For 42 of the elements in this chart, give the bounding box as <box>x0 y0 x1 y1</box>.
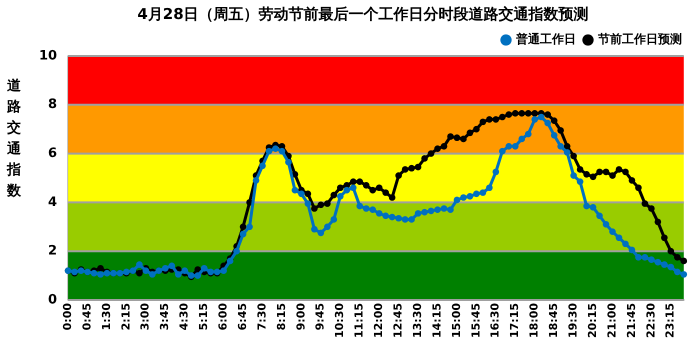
y-tick-label: 2 <box>48 244 58 259</box>
x-tick-label: 15:00 <box>450 302 463 338</box>
x-tick-label: 7:30 <box>255 302 268 330</box>
x-tick-label: 9:45 <box>314 302 327 330</box>
x-tick-label: 6:00 <box>216 302 230 330</box>
x-tick-label: 8:15 <box>274 302 288 330</box>
x-tick-label: 4:30 <box>178 302 191 330</box>
x-tick-label: 17:15 <box>508 302 522 338</box>
x-tick-label: 0:45 <box>80 302 94 330</box>
y-tick-label: 8 <box>48 97 58 112</box>
x-tick-label: 16:30 <box>488 302 502 338</box>
x-tick-label: 3:00 <box>138 302 152 330</box>
x-tick-label: 6:45 <box>236 302 249 330</box>
x-tick-label: 2:15 <box>119 302 132 330</box>
x-tick-label: 10:30 <box>333 302 346 338</box>
x-tick-label: 20:15 <box>586 302 599 338</box>
x-tick-label: 1:30 <box>100 302 113 330</box>
y-tick-label: 4 <box>48 194 58 210</box>
y-axis-title: 道路交通指数 <box>6 77 22 201</box>
x-tick-label: 9:00 <box>294 302 308 330</box>
y-tick-label: 6 <box>48 146 58 161</box>
x-tick-label: 18:00 <box>528 302 541 338</box>
x-tick-label: 21:45 <box>624 302 638 338</box>
x-tick-label: 5:15 <box>197 302 210 330</box>
x-tick-label: 18:45 <box>547 302 560 338</box>
x-tick-label: 3:45 <box>158 302 172 330</box>
y-tick-label: 0 <box>48 292 58 308</box>
x-tick-label: 15:45 <box>469 302 482 338</box>
x-tick-label: 0:00 <box>60 302 74 330</box>
x-tick-label: 11:15 <box>352 302 366 338</box>
x-tick-label: 13:30 <box>410 302 424 338</box>
x-tick-label: 23:15 <box>664 302 677 338</box>
legend-label: 普通工作日 <box>515 32 576 46</box>
chart-title: 4月28日（周五）劳动节前最后一个工作日分时段道路交通指数预测 <box>137 4 589 23</box>
x-tick-label: 19:30 <box>566 302 580 338</box>
y-tick-label: 10 <box>38 48 58 64</box>
x-tick-label: 14:15 <box>430 302 444 338</box>
x-tick-label: 21:00 <box>605 302 618 338</box>
x-tick-label: 12:45 <box>391 302 404 338</box>
x-tick-label: 12:00 <box>372 302 386 338</box>
x-tick-label: 22:30 <box>644 302 658 338</box>
legend-label: 节前工作日预测 <box>597 32 682 46</box>
